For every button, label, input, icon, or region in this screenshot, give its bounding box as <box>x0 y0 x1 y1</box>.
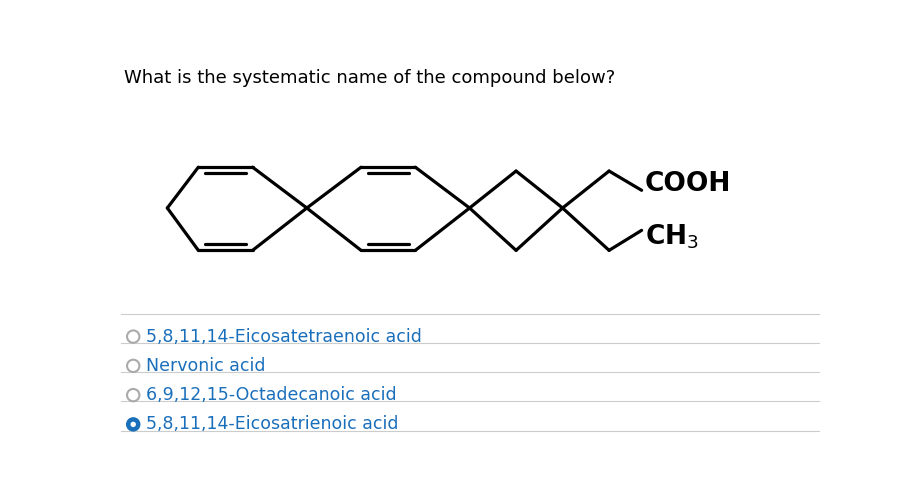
Text: 5,8,11,14-Eicosatrienoic acid: 5,8,11,14-Eicosatrienoic acid <box>146 415 398 434</box>
Circle shape <box>130 422 136 427</box>
Circle shape <box>127 418 139 431</box>
Text: What is the systematic name of the compound below?: What is the systematic name of the compo… <box>124 69 615 88</box>
Text: Nervonic acid: Nervonic acid <box>146 357 265 375</box>
Text: COOH: COOH <box>645 171 731 197</box>
Text: CH$_3$: CH$_3$ <box>645 222 699 251</box>
Text: 5,8,11,14-Eicosatetraenoic acid: 5,8,11,14-Eicosatetraenoic acid <box>146 328 422 346</box>
Text: 6,9,12,15-Octadecanoic acid: 6,9,12,15-Octadecanoic acid <box>146 386 396 404</box>
